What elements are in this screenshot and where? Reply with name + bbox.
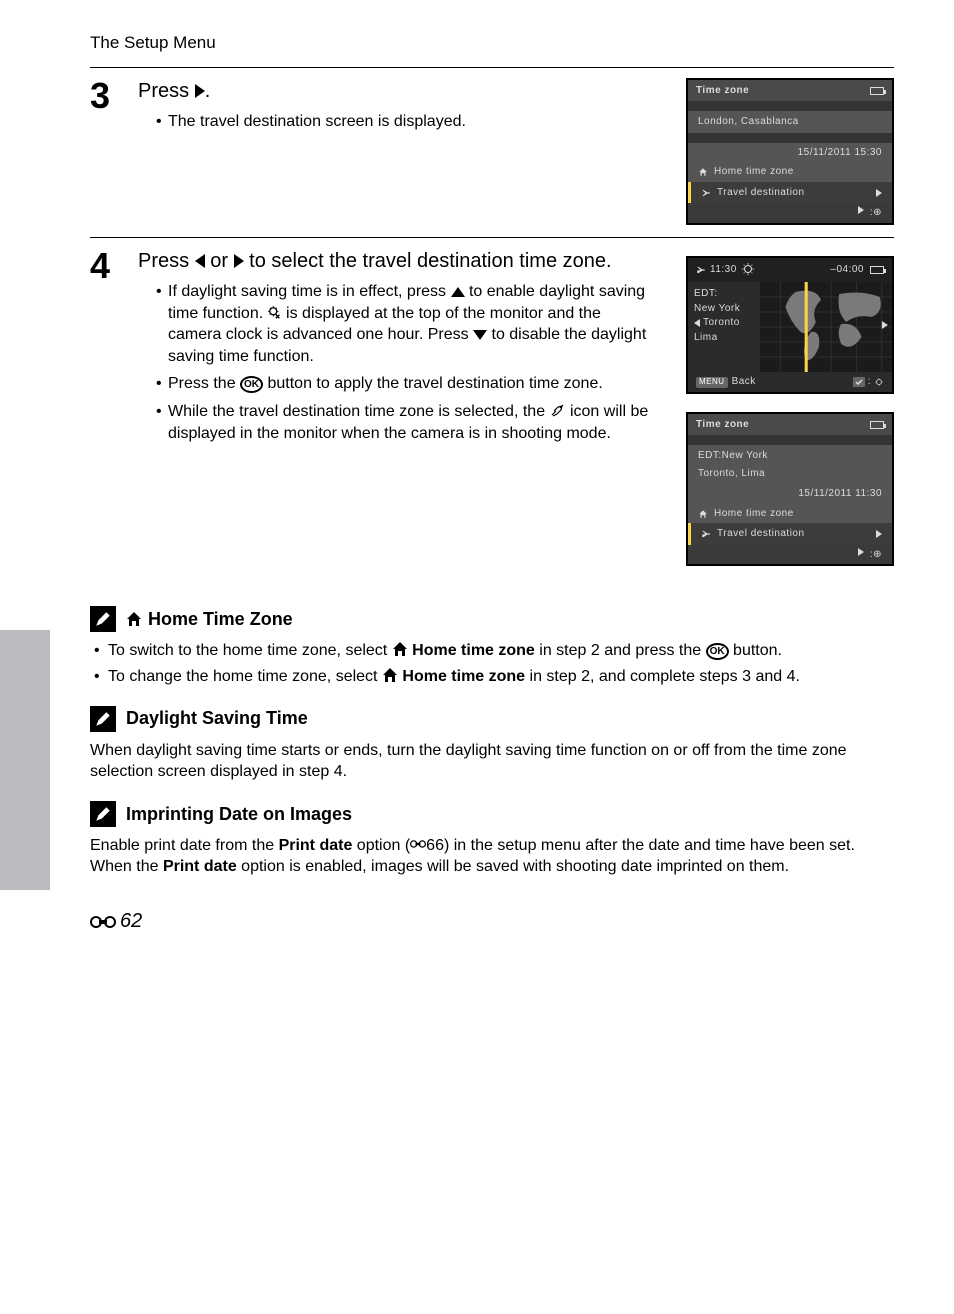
step-number: 4 [90,248,120,567]
chevron-left-icon [694,319,700,327]
lcd-time-right: –04:00 [830,263,864,277]
lcd-option-travel: Travel destination [688,523,892,545]
link-ref-icon [410,837,426,854]
up-arrow-icon [451,287,465,297]
chevron-right-icon [876,189,882,197]
note-list-item: To change the home time zone, select Hom… [94,666,894,688]
lcd-option-home: Home time zone [688,504,892,524]
lcd-timezone-home: Time zone London, Casablanca 15/11/2011 … [686,78,894,225]
confirm-dst-icon: : [853,375,884,389]
note-title: Imprinting Date on Images [126,802,352,826]
play-icon [858,206,864,214]
world-map [760,282,892,372]
step-number: 3 [90,78,120,225]
dst-icon [741,262,755,279]
home-icon [126,607,142,631]
lcd-datetime: 15/11/2011 15:30 [688,143,892,163]
home-icon [392,642,408,659]
globe-icon: :⊕ [870,548,882,562]
lcd-title: Time zone [696,84,749,98]
lcd-timezone-travel: Time zone EDT:New York Toronto, Lima 15/… [686,412,894,567]
lcd-city-line2: Toronto, Lima [688,467,892,485]
divider [90,237,894,238]
note-title: Home Time Zone [148,607,293,631]
plane-icon [701,529,711,539]
menu-icon: MENU [696,377,728,388]
step-bullet: While the travel destination time zone i… [156,401,658,444]
right-arrow-icon [234,254,244,268]
right-arrow-icon [195,84,205,98]
lcd-title: Time zone [696,418,749,432]
note-home-timezone: Home Time Zone To switch to the home tim… [90,606,894,687]
note-list-item: To switch to the home time zone, select … [94,640,894,662]
plane-icon [696,265,706,275]
lcd-city-line1: EDT:New York [688,445,892,467]
ok-button-icon: OK [240,376,263,393]
ok-button-icon: OK [706,643,729,660]
step-title: Press . [138,78,658,105]
battery-icon [870,421,884,429]
dst-icon [268,305,282,322]
step-bullet: The travel destination screen is display… [156,111,658,133]
lcd-datetime: 15/11/2011 11:30 [688,484,892,504]
battery-icon [870,87,884,95]
step-4: 4 Press or to select the travel destinat… [90,248,894,567]
step-bullet: Press the OK button to apply the travel … [156,373,658,395]
step-bullet: If daylight saving time is in effect, pr… [156,281,658,367]
down-arrow-icon [473,330,487,340]
side-tab: Reference Section [0,630,50,890]
divider [90,67,894,68]
battery-icon [870,266,884,274]
note-body: Enable print date from the Print date op… [90,835,894,878]
travel-plane-icon [550,403,566,420]
note-dst: Daylight Saving Time When daylight savin… [90,706,894,783]
note-imprint-date: Imprinting Date on Images Enable print d… [90,801,894,878]
pencil-icon [90,801,116,827]
note-body: When daylight saving time starts or ends… [90,740,894,783]
note-title: Daylight Saving Time [126,706,308,730]
home-icon [698,167,708,177]
chevron-right-icon [876,530,882,538]
lcd-option-home: Home time zone [688,162,892,182]
lcd-city-list: EDT: New York Toronto Lima [688,282,760,372]
step-title: Press or to select the travel destinatio… [138,248,658,275]
step-3: 3 Press . The travel destination screen … [90,78,894,225]
plane-icon [701,188,711,198]
page-header: The Setup Menu [90,32,894,55]
pencil-icon [90,606,116,632]
lcd-world-map: 11:30 –04:00 EDT: New York Toronto Lima [686,256,894,394]
lcd-city: London, Casablanca [688,111,892,133]
lcd-back: Back [732,375,756,389]
pencil-icon [90,706,116,732]
play-icon [858,548,864,556]
home-icon [698,509,708,519]
lcd-time-left: 11:30 [710,263,737,277]
link-ref-icon [90,914,116,930]
globe-icon: :⊕ [870,206,882,220]
home-icon [382,668,398,685]
lcd-option-travel: Travel destination [688,182,892,204]
page-number: 62 [90,908,894,935]
left-arrow-icon [195,254,205,268]
